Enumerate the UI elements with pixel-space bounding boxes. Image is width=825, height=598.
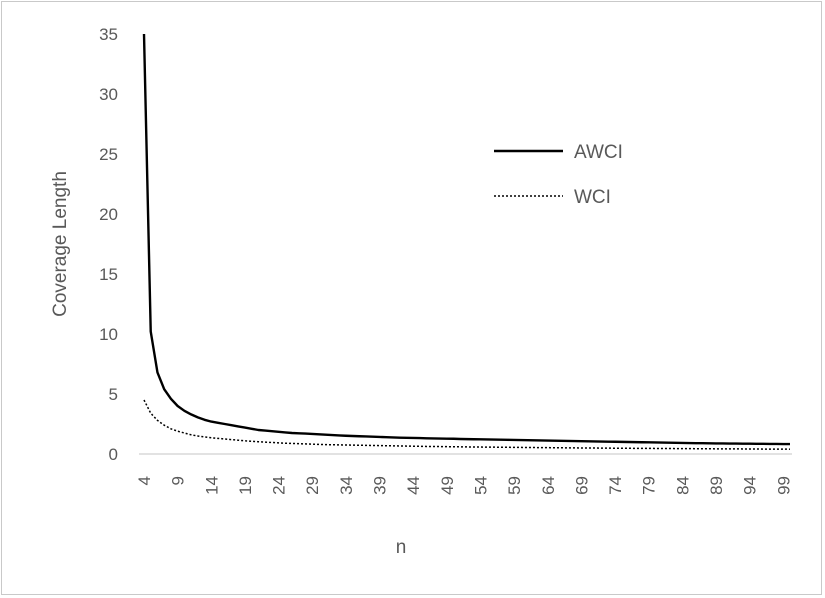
y-tick-label: 15 [99, 265, 118, 284]
y-tick-label: 30 [99, 85, 118, 104]
y-tick-label: 20 [99, 205, 118, 224]
y-tick-label: 10 [99, 325, 118, 344]
legend: AWCI WCI [494, 142, 623, 208]
x-tick-label: 54 [471, 476, 490, 495]
x-tick-label: 24 [270, 476, 289, 495]
x-tick-label: 14 [202, 476, 221, 495]
x-tick-label: 79 [640, 476, 659, 495]
legend-label-awci: AWCI [574, 142, 623, 163]
x-axis-ticks: 4 9 14 19 24 29 34 39 44 49 54 59 64 69 74 79 84 89 94 99 [135, 476, 793, 495]
y-axis-ticks: 0 5 10 15 20 25 30 35 [99, 25, 118, 464]
y-tick-label: 35 [99, 25, 118, 44]
x-tick-label: 19 [236, 476, 255, 495]
x-tick-label: 84 [673, 476, 692, 495]
x-tick-label: 39 [371, 476, 390, 495]
series-line-awci [142, 33, 790, 446]
x-axis-title: n [396, 537, 407, 558]
x-tick-label: 4 [135, 476, 154, 485]
x-tick-label: 9 [169, 476, 188, 485]
y-tick-label: 5 [109, 385, 118, 404]
x-tick-label: 34 [337, 476, 356, 495]
x-tick-label: 59 [505, 476, 524, 495]
y-axis-title: Coverage Length [50, 171, 71, 317]
x-tick-label: 49 [438, 476, 457, 495]
x-tick-label: 94 [741, 476, 760, 495]
x-tick-label: 89 [707, 476, 726, 495]
x-tick-label: 99 [774, 476, 793, 495]
y-tick-label: 0 [109, 445, 118, 464]
series-layer [142, 33, 791, 450]
x-tick-label: 69 [572, 476, 591, 495]
legend-label-wci: WCI [574, 187, 611, 208]
x-tick-label: 74 [606, 476, 625, 495]
x-tick-label: 64 [539, 476, 558, 495]
x-tick-label: 44 [404, 476, 423, 495]
series-line-wci [143, 399, 791, 450]
y-tick-label: 25 [99, 145, 118, 164]
x-tick-label: 29 [303, 476, 322, 495]
